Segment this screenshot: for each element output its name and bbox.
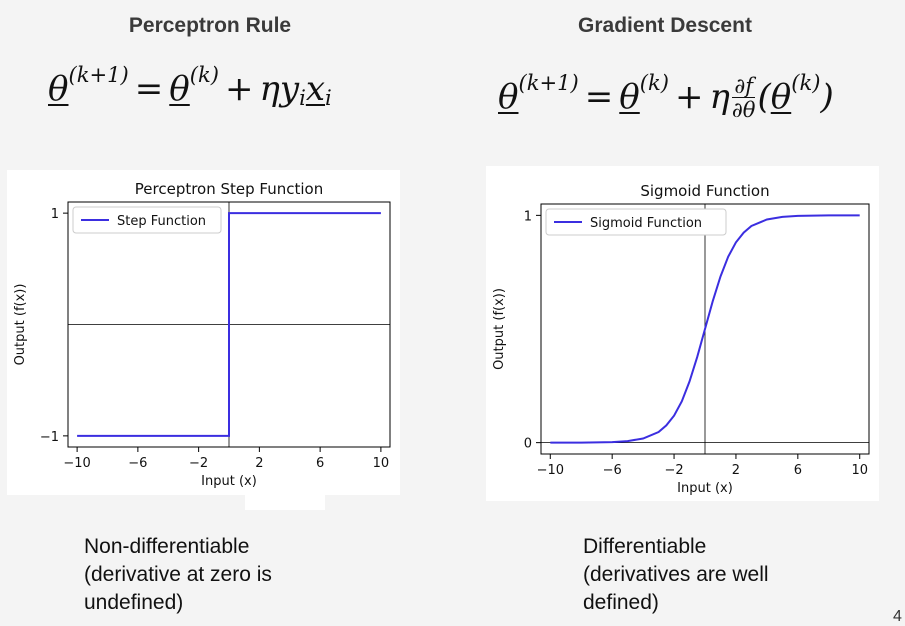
x-tick-label: 10 [373, 456, 390, 471]
x-tick-label: −2 [664, 463, 683, 478]
equals-sign: = [584, 76, 614, 117]
y-tick-label: 1 [524, 209, 532, 224]
perceptron-update-formula: θ(k+1) = θ(k) + ηyixi [48, 62, 332, 110]
paren-close: ) [820, 76, 834, 117]
x-tick-label: −6 [128, 456, 147, 471]
x-tick-label: 2 [732, 463, 740, 478]
legend-box [545, 208, 727, 236]
series-line [550, 214, 860, 444]
step-function-chart-card: Perceptron Step Function −10 −6 −2 2 6 10 −1 1 In… [7, 170, 400, 495]
caption-line: undefined) [84, 591, 184, 614]
gradient-descent-formula: θ(k+1) = θ(k) + η ∂f ∂θ (θ(k)) [498, 70, 834, 122]
paren-open: ( [757, 76, 771, 117]
equals-sign: = [134, 68, 164, 109]
superscript-k: (k) [791, 70, 821, 95]
right-caption: Differentiable (derivatives are well def… [583, 533, 769, 617]
x-axis-label: Input (x) [677, 481, 733, 496]
superscript-k: (k) [189, 62, 219, 87]
page-number: 4 [893, 608, 902, 625]
legend-label: Step Function [117, 214, 206, 229]
series-line [77, 212, 381, 437]
x-axis-label: Input (x) [201, 474, 257, 489]
superscript-k: (k) [639, 70, 669, 95]
y-tick-label: −1 [40, 430, 59, 445]
caption-line: Non-differentiable [84, 535, 250, 558]
theta-symbol: θ [619, 76, 640, 117]
caption-line: (derivative at zero is [84, 563, 272, 586]
caption-line: (derivatives are well [583, 563, 769, 586]
y-tick-label: 0 [524, 437, 532, 452]
y-tick-label: 1 [51, 207, 59, 222]
x-tick-label: 10 [851, 463, 868, 478]
caption-line: defined) [583, 591, 659, 614]
subscript-i: i [299, 85, 306, 111]
x-tick-label: 2 [255, 456, 263, 471]
perceptron-rule-title: Perceptron Rule [128, 14, 292, 37]
theta-symbol: θ [770, 76, 792, 117]
superscript-next: (k+1) [518, 70, 579, 95]
theta-symbol: θ [48, 68, 69, 109]
eta-symbol: η [259, 68, 280, 109]
sigmoid-function-chart-card: Sigmoid Function −10 −6 −2 2 6 10 0 1 Input (x) Ou… [486, 166, 879, 501]
subscript-i: i [325, 85, 332, 111]
step-function-chart: Perceptron Step Function −10 −6 −2 2 6 10 −1 1 In… [13, 180, 391, 489]
chart-title: Sigmoid Function [640, 182, 769, 200]
plot-frame [540, 203, 870, 455]
superscript-next: (k+1) [68, 62, 129, 87]
eta-symbol: η [709, 76, 730, 117]
plus-sign: + [675, 76, 704, 117]
x-tick-label: −10 [63, 456, 90, 471]
theta-symbol: θ [498, 76, 519, 117]
sigmoid-function-chart: Sigmoid Function −10 −6 −2 2 6 10 0 1 Input (x) Ou… [492, 182, 870, 496]
theta-symbol: θ [169, 68, 190, 109]
gradient-descent-title: Gradient Descent [578, 14, 752, 37]
y-symbol: y [279, 68, 300, 109]
chart-title: Perceptron Step Function [135, 180, 323, 198]
fraction-numerator: ∂f [731, 74, 756, 99]
caption-line: Differentiable [583, 535, 707, 558]
x-tick-label: −6 [603, 463, 622, 478]
x-tick-label: 6 [794, 463, 802, 478]
chart-card-tab [245, 494, 325, 510]
partial-derivative-fraction: ∂f ∂θ [731, 74, 756, 123]
fraction-denominator: ∂θ [731, 97, 756, 123]
y-axis-label: Output (f(x)) [492, 288, 507, 370]
y-axis-label: Output (f(x)) [13, 284, 28, 366]
legend-box [72, 206, 222, 234]
x-tick-label: −2 [189, 456, 208, 471]
x-tick-label: −10 [537, 463, 564, 478]
plot-frame [67, 201, 391, 448]
legend-label: Sigmoid Function [590, 216, 702, 231]
left-caption: Non-differentiable (derivative at zero i… [84, 533, 272, 617]
x-tick-label: 6 [316, 456, 324, 471]
x-symbol: x [305, 68, 326, 109]
plus-sign: + [225, 68, 254, 109]
